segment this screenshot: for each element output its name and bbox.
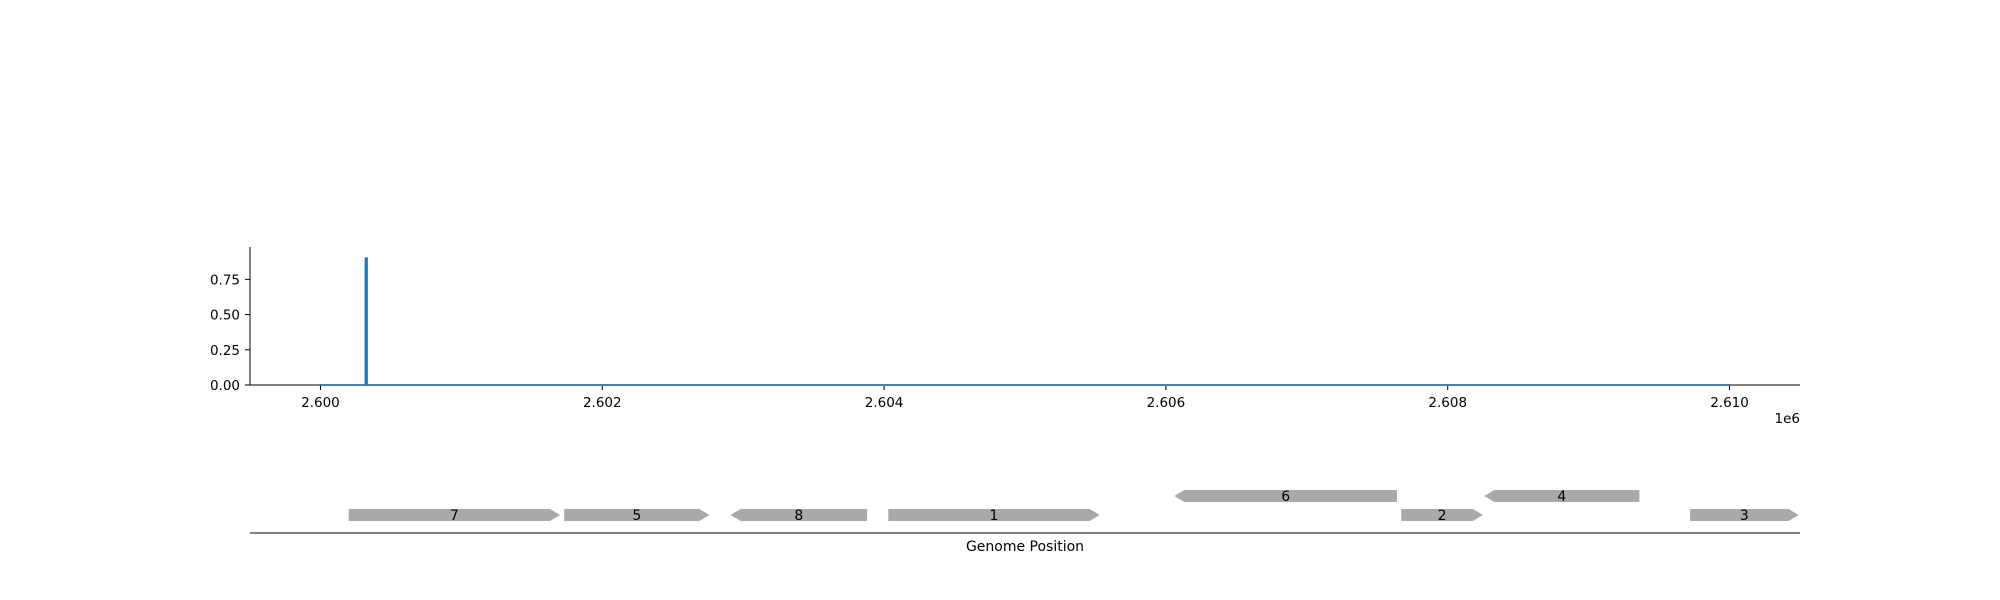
gene-label: 4 bbox=[1557, 489, 1566, 505]
x-tick-label: 2.600 bbox=[301, 395, 340, 411]
x-axis: 2.600 2.602 2.604 2.606 2.608 2.610 bbox=[250, 384, 1800, 411]
gene-arrow bbox=[1690, 509, 1799, 521]
y-tick-label: 0.75 bbox=[210, 272, 240, 288]
x-tick-label: 2.602 bbox=[583, 395, 622, 411]
gene-arrow bbox=[1401, 509, 1483, 521]
y-tick-label: 0.50 bbox=[210, 308, 240, 324]
gene-arrow bbox=[888, 509, 1100, 521]
y-tick-label: 0.25 bbox=[210, 343, 240, 359]
gene-label: 1 bbox=[990, 508, 999, 524]
x-tick-label: 2.604 bbox=[865, 395, 904, 411]
gene-arrow bbox=[564, 509, 710, 521]
x-axis-offset-label: 1e6 bbox=[1775, 411, 1800, 427]
y-tick-label: 0.00 bbox=[210, 378, 240, 394]
gene-arrow bbox=[1484, 490, 1640, 502]
gene-arrow bbox=[348, 509, 560, 521]
gene-label: 7 bbox=[450, 508, 459, 524]
x-tick-label: 2.606 bbox=[1147, 395, 1186, 411]
gene-label: 8 bbox=[794, 508, 803, 524]
gene-arrow bbox=[1174, 490, 1397, 502]
x-axis-label: Genome Position bbox=[966, 539, 1084, 555]
y-axis: 0.00 0.25 0.50 0.75 bbox=[210, 247, 251, 394]
signal-series-line bbox=[320, 257, 1730, 386]
gene-label: 5 bbox=[632, 508, 641, 524]
gene-label: 6 bbox=[1281, 489, 1290, 505]
gene-arrows: 7 5 8 1 6 2 4 3 bbox=[348, 489, 1799, 524]
x-tick-label: 2.608 bbox=[1428, 395, 1467, 411]
gene-label: 3 bbox=[1740, 508, 1749, 524]
gene-label: 2 bbox=[1438, 508, 1447, 524]
signal-plot: 0.000.250.500.75 2.600 2.602 2.604 2.606 2.6… bbox=[210, 247, 1800, 427]
x-tick-label: 2.610 bbox=[1710, 395, 1749, 411]
gene-arrow bbox=[730, 509, 868, 521]
gene-track: 7 5 8 1 6 2 4 3 Genome Position bbox=[250, 489, 1800, 555]
